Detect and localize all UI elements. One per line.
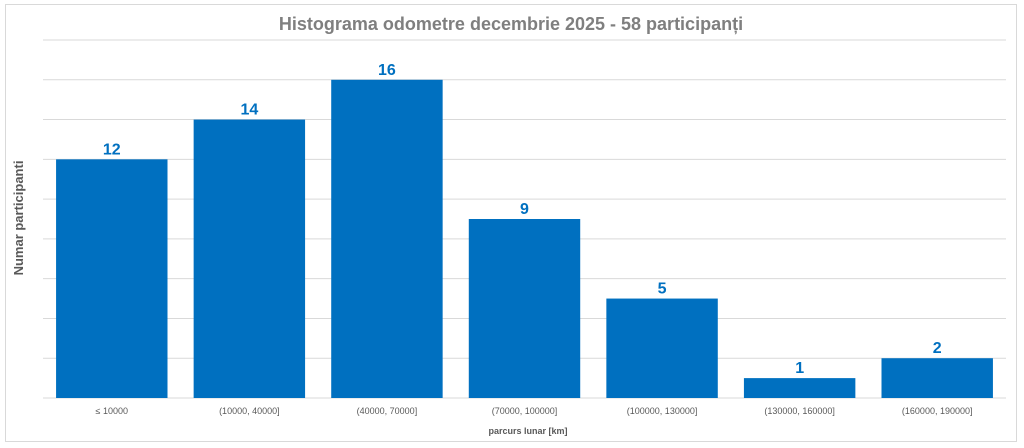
- data-label-0: 12: [103, 141, 121, 158]
- bar-2: [331, 79, 443, 399]
- data-label-1: 14: [240, 102, 258, 119]
- x-tick-label-5: (130000, 160000]: [764, 406, 835, 416]
- bar-4: [606, 298, 718, 398]
- bars: [56, 79, 993, 399]
- x-tick-labels: ≤ 10000 (10000, 40000] (40000, 70000] (7000…: [96, 406, 973, 416]
- y-axis-label: Numar participanti: [11, 161, 26, 276]
- bar-0: [56, 159, 168, 398]
- chart-container: Histograma odometre decembrie 2025 - 58 …: [5, 4, 1017, 442]
- data-label-6: 2: [933, 340, 942, 357]
- data-label-4: 5: [658, 281, 667, 298]
- x-tick-label-0: ≤ 10000: [96, 406, 128, 416]
- bar-1: [193, 119, 306, 399]
- data-label-3: 9: [520, 201, 529, 218]
- bar-3: [468, 219, 581, 398]
- data-label-2: 16: [378, 62, 396, 79]
- x-tick-label-4: (100000, 130000]: [627, 406, 698, 416]
- x-axis-label: parcurs lunar [km]: [488, 426, 567, 436]
- bar-6: [881, 358, 993, 398]
- bar-5: [743, 378, 856, 398]
- x-tick-label-3: (70000, 100000]: [492, 406, 558, 416]
- data-label-5: 1: [795, 360, 804, 377]
- histogram-chart: Histograma odometre decembrie 2025 - 58 …: [11, 14, 1006, 436]
- x-tick-label-6: (160000, 190000]: [902, 406, 973, 416]
- chart-title: Histograma odometre decembrie 2025 - 58 …: [279, 14, 743, 34]
- x-tick-label-1: (10000, 40000]: [219, 406, 280, 416]
- x-tick-label-2: (40000, 70000]: [357, 406, 418, 416]
